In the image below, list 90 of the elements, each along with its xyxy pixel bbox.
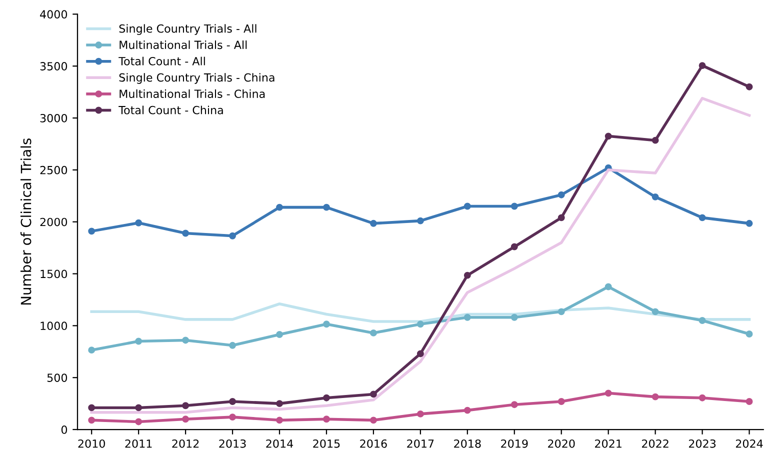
point [510,243,518,250]
point [370,416,377,424]
point [652,136,659,144]
point [229,232,236,240]
point [652,393,659,400]
point [510,202,518,210]
x-tick-label: 2019 [501,439,528,448]
point [464,202,471,210]
point [182,402,190,410]
point [510,401,518,408]
point [182,230,190,237]
legend-label: Single Country Trials - All [119,24,256,35]
point [698,214,706,222]
x-tick-label: 2022 [642,439,668,448]
point [510,314,518,321]
point [229,398,236,405]
y-tick-label: 4000 [40,10,68,19]
point [416,350,424,358]
point [370,329,377,336]
point [370,390,377,398]
y-tick-label: 3000 [40,114,68,122]
point [698,394,706,402]
point [323,320,330,328]
point [604,390,612,397]
point [558,398,565,405]
point [88,416,96,424]
point [464,314,471,321]
point [182,336,190,344]
x-tick-label: 2021 [595,439,622,448]
legend-label: Multinational Trials - China [120,89,265,98]
point [135,219,142,226]
x-tick-label: 2014 [266,439,294,448]
y-tick-label: 500 [47,374,68,382]
point [604,283,612,290]
point [604,132,612,140]
point [746,220,753,227]
point [323,394,330,402]
point [135,338,142,345]
legend-label: Total Count - All [118,56,205,66]
x-tick-label: 2012 [172,439,199,448]
point [88,346,96,354]
x-tick-label: 2015 [313,439,340,448]
point [182,416,190,423]
y-tick-label: 1000 [40,322,68,330]
point [464,406,471,414]
x-tick-label: 2016 [360,439,387,448]
point [135,404,142,412]
point [652,308,659,316]
legend-label: Single Country Trials - China [119,73,274,84]
point [746,330,753,338]
point [323,416,330,423]
point [276,400,283,408]
point [698,317,706,324]
y-tick-label: 2500 [40,166,68,174]
point [370,220,377,227]
point [135,418,142,426]
x-tick-label: 2018 [454,439,481,448]
point [416,320,424,328]
x-tick-label: 2020 [548,439,575,448]
point [652,193,659,200]
point [746,398,753,405]
y-tick-label: 3500 [40,62,68,70]
y-tick-label: 2000 [40,218,68,226]
point [558,308,565,316]
y-tick-label: 1500 [40,270,68,278]
x-tick-label: 2010 [78,439,105,448]
y-axis-title: Number of Clinical Trials [20,138,32,305]
point [276,204,283,211]
point [464,272,471,279]
x-tick-label: 2017 [407,439,434,448]
point [88,228,96,235]
point [558,214,565,222]
point [698,62,706,70]
point [323,204,330,211]
point [558,191,565,198]
point [416,410,424,418]
x-tick-label: 2011 [125,439,152,448]
point [229,414,236,421]
legend-label: Total Count - China [118,106,223,114]
x-tick-label: 2013 [219,439,246,448]
point [276,331,283,338]
x-tick-label: 2023 [688,439,716,448]
point [416,217,424,224]
point [229,342,236,349]
point [276,416,283,424]
x-tick-label: 2024 [736,439,763,448]
legend-label: Multinational Trials - All [120,40,247,50]
point [746,83,753,90]
y-tick-label: 0 [61,425,68,434]
point [88,404,96,412]
